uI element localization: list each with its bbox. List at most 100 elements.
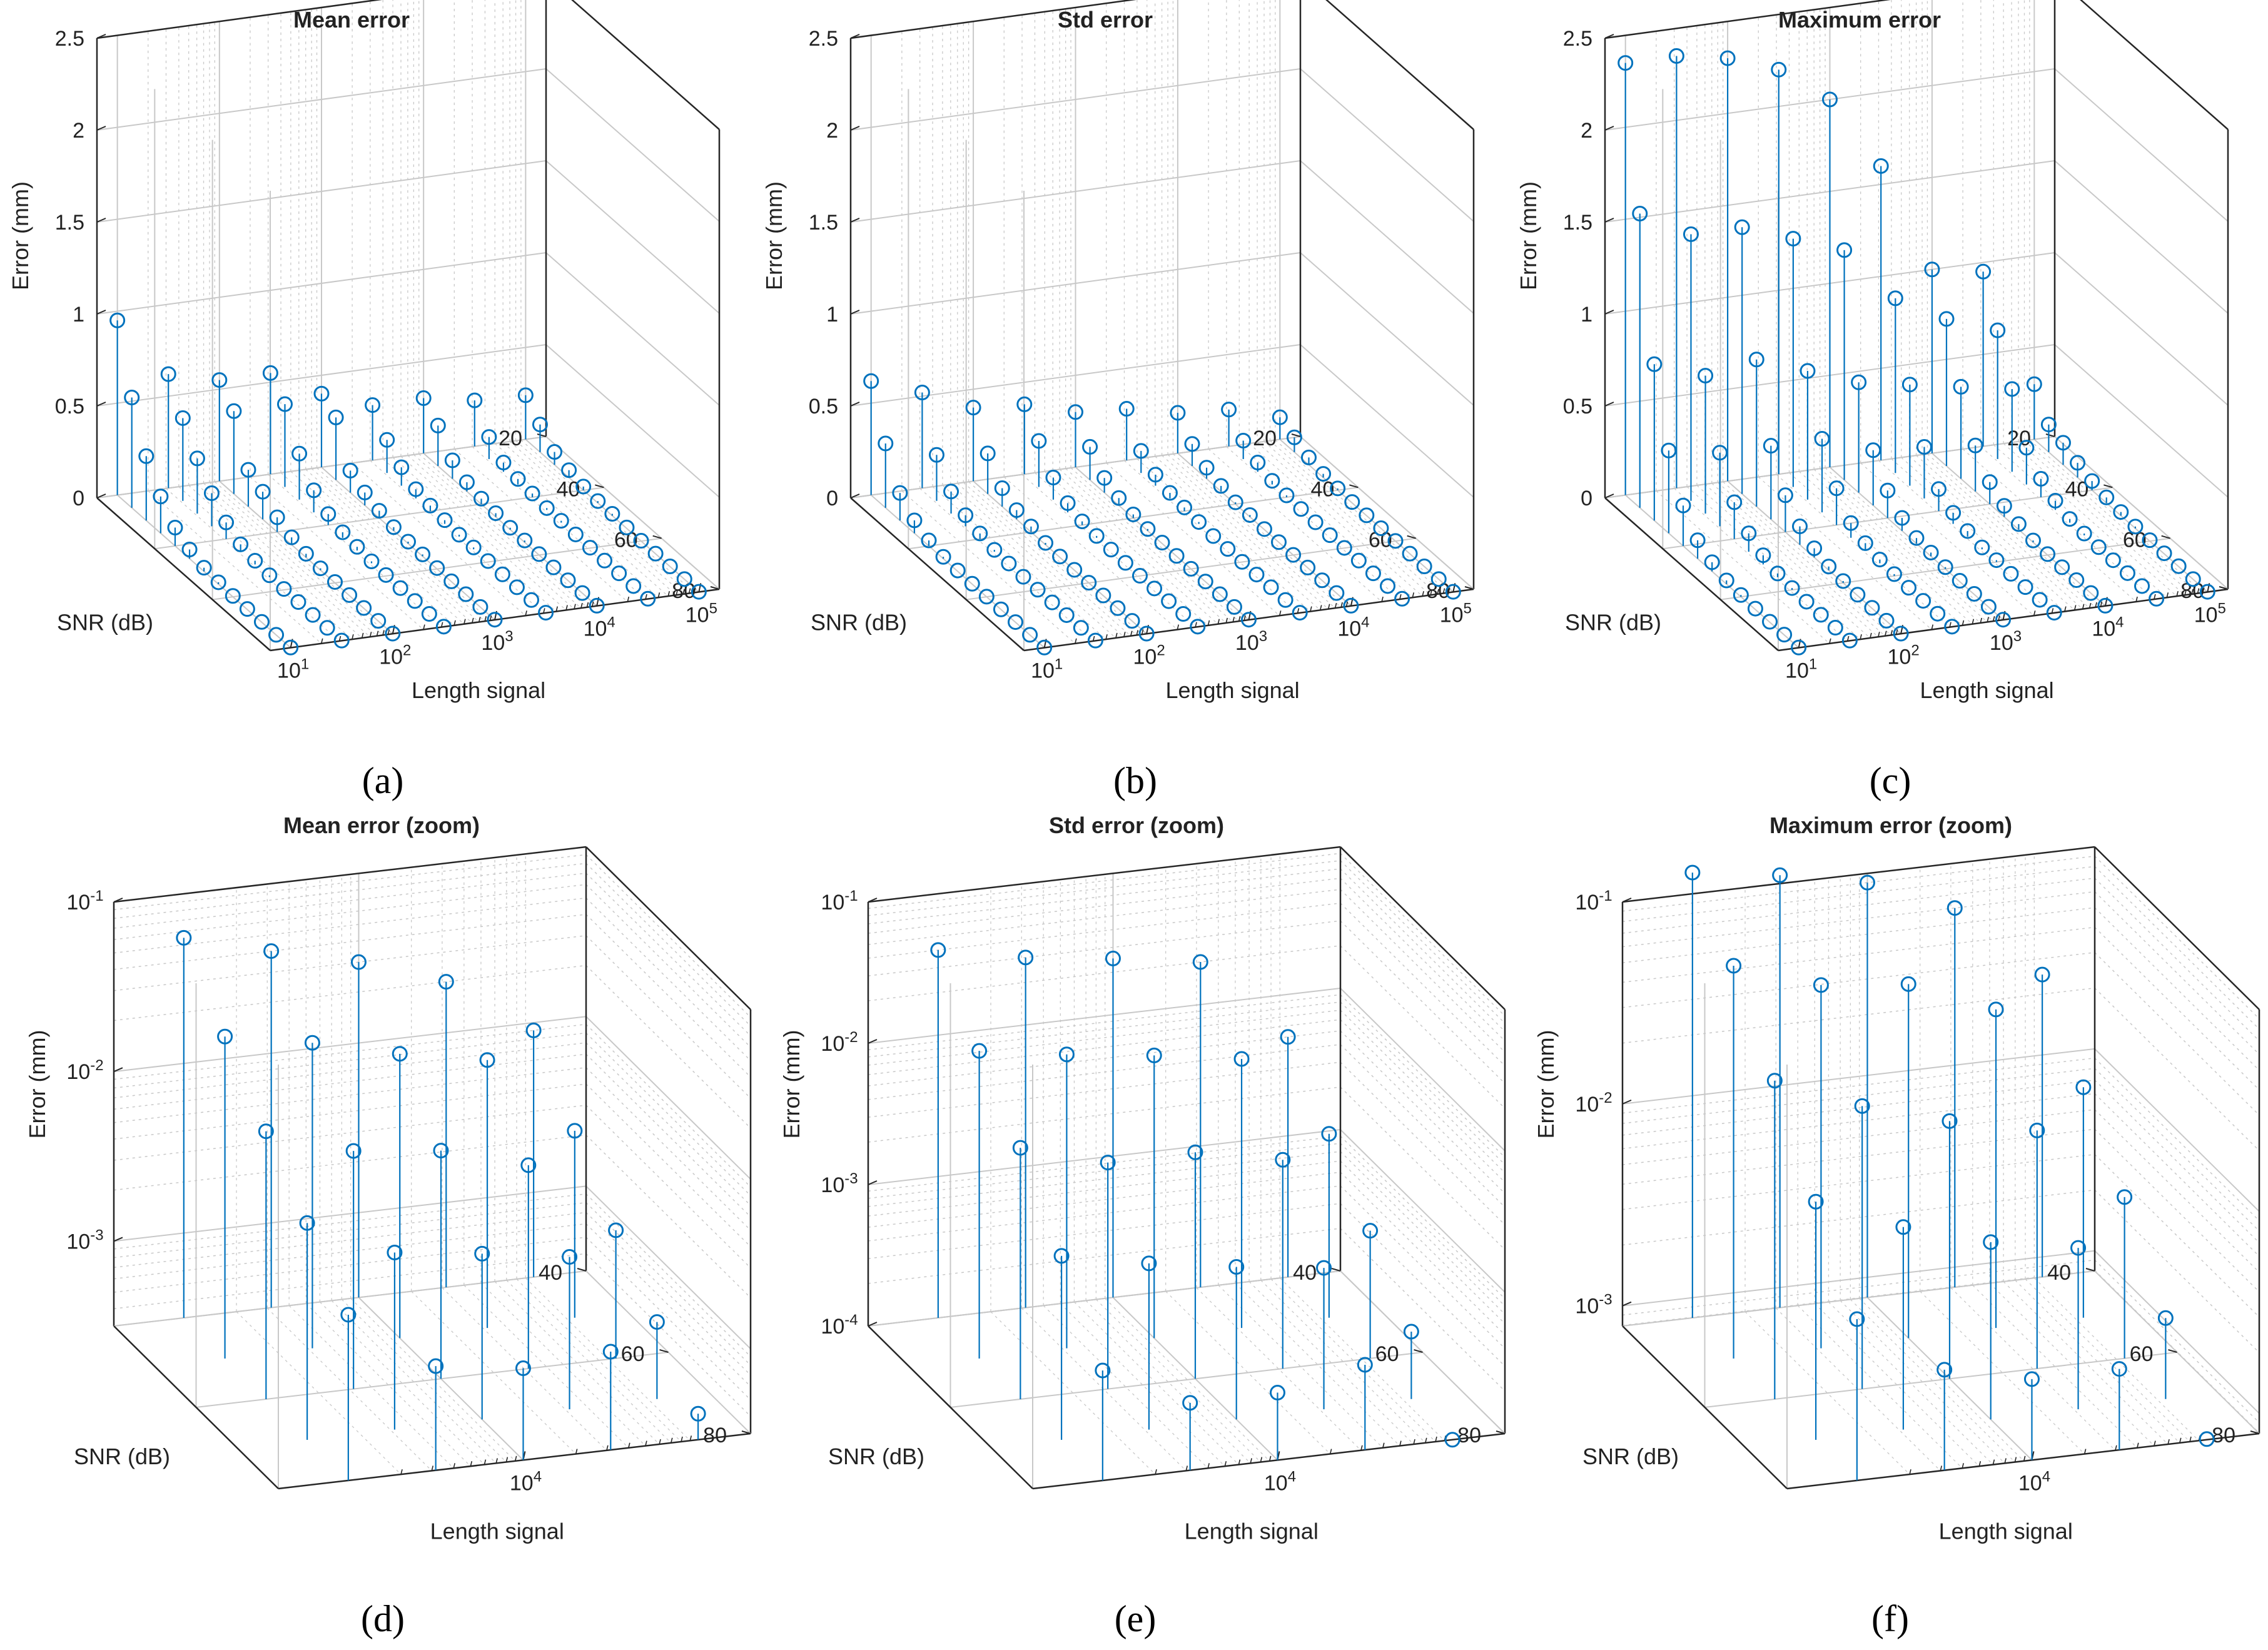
axis-frame [850,0,1137,39]
minor-grid-line [370,460,544,614]
major-grid-line [545,160,720,314]
major-grid-line [1300,160,1474,314]
stem-marker [443,573,460,589]
stem-marker [1941,1113,1958,1129]
z-tick-mark [850,34,860,39]
stem-marker [233,536,249,552]
minor-grid-line [400,456,575,610]
length-minor-tick [676,590,678,595]
stem-marker [1871,552,1888,568]
minor-grid-line [1021,474,1196,628]
stem-marker [1800,363,1816,379]
minor-grid-line [113,1023,587,1080]
minor-grid-line [484,444,659,598]
length-minor-tick [1155,1469,1157,1475]
stem-marker [1124,613,1140,629]
panel-caption: (d) [361,1598,405,1639]
length-minor-tick [1381,596,1384,602]
minor-grid-line [1059,468,1233,622]
stem-marker [465,539,482,555]
minor-grid-line [1340,994,1506,1158]
length-minor-tick [2167,1439,2170,1445]
stem-marker [1827,619,1843,635]
stem-marker [263,943,280,959]
minor-grid-line [1340,1086,1506,1250]
stem-marker [2062,511,2078,527]
z-tick-label-base: 10 [1575,891,1599,914]
stem-marker [1777,487,1793,504]
stem-marker [1444,1432,1461,1448]
minor-grid-line [950,483,1125,637]
stem-marker [560,572,576,589]
stem-marker [1873,158,1889,174]
snr-axis-label: SNR (dB) [57,609,153,635]
minor-grid-line [1340,860,1506,1024]
stem-marker [306,482,322,499]
minor-grid-line [2015,1280,2180,1444]
z-tick-label: 1.5 [55,211,84,235]
stem-marker [993,601,1009,617]
minor-grid-line [1340,1143,1506,1307]
length-minor-tick [2135,596,2138,602]
minor-grid-line [502,442,677,595]
minor-grid-line [1340,853,1506,1016]
stem-marker [1263,579,1279,595]
stem-marker [305,607,321,623]
minor-grid-line [1340,1172,1506,1335]
z-tick-label-exp: -1 [844,888,858,904]
stem-marker [1081,575,1097,591]
stem-marker [153,488,169,505]
stem-marker [2075,1079,2092,1095]
length-minor-tick [1243,615,1246,621]
stem-marker [1766,1073,1783,1089]
stem-marker [1191,514,1207,530]
minor-grid-line [113,964,587,1021]
floor-grid-line [196,1352,669,1408]
minor-grid-line [1850,1299,2015,1462]
z-tick-label: 2 [1581,119,1592,143]
stem-marker [1111,490,1127,506]
stem-marker [124,389,140,405]
stem-marker [226,403,242,419]
minor-grid-line [1248,1281,1414,1445]
minor-grid-line [2094,891,2260,1055]
minor-grid-line [494,443,669,597]
length-tick-label-base: 10 [277,659,301,683]
minor-grid-line [352,462,526,616]
stem-marker [2047,493,2063,509]
minor-grid-line [868,868,1341,924]
minor-grid-line [585,935,751,1099]
length-minor-tick [495,1458,498,1464]
stem-marker [428,1358,444,1374]
minor-grid-line [1065,468,1240,622]
stem-marker [567,1123,583,1139]
stem-marker [327,574,343,590]
z-tick-mark [113,1067,123,1073]
z-tick-label: 10-1 [821,888,858,914]
panel-caption: (e) [1115,1598,1157,1639]
minor-grid-line [1052,470,1227,624]
minor-grid-line [525,1277,691,1441]
stem-marker [906,512,923,529]
stem-marker [1798,594,1815,610]
minor-grid-line [585,884,751,1048]
length-axis-label: Length signal [430,1518,564,1544]
z-tick-mark [1622,1301,1632,1307]
snr-axis-label: SNR (dB) [74,1444,170,1469]
stem-marker [2068,572,2085,588]
stem-marker [1213,478,1229,494]
length-minor-tick [1329,1449,1332,1454]
minor-grid-line [963,482,1137,635]
minor-grid-line [2003,1281,2169,1445]
z-tick-label: 2.5 [809,27,838,51]
minor-grid-line [868,1228,1341,1284]
stem-marker [2105,552,2121,569]
chart-title: Mean error (zoom) [283,812,480,838]
snr-tick-label: 80 [703,1424,727,1447]
stem-marker [640,590,656,607]
stem-marker [422,497,438,514]
snr-tick-mark [1331,1268,1341,1272]
length-tick-label-base: 10 [1235,631,1259,655]
stem-marker [1996,498,2012,514]
stem-marker [1220,541,1236,557]
